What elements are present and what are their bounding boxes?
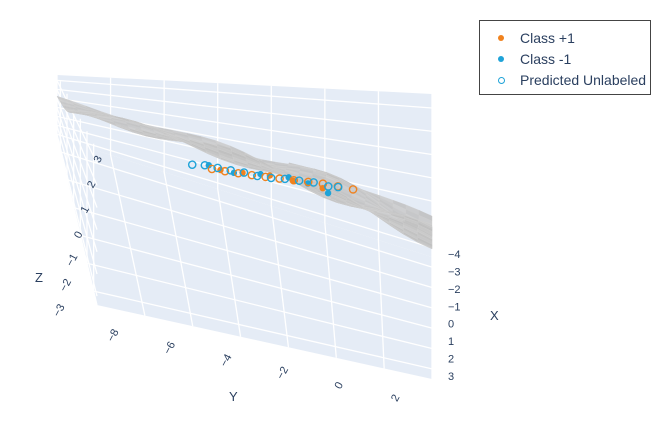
y-tick-label: −8 — [105, 327, 121, 344]
x-axis-title: X — [490, 308, 499, 323]
floor-gridline-x — [324, 222, 337, 358]
y-tick-label: 0 — [333, 380, 346, 391]
legend-item-class-neg[interactable]: Class -1 — [480, 49, 650, 69]
back-gridline-z — [56, 88, 433, 132]
z-axis-title: Z — [35, 270, 43, 285]
point-predicted-unlabeled — [275, 174, 284, 183]
floor-gridline-x — [109, 154, 146, 316]
point-predicted-unlabeled — [289, 175, 299, 185]
z-tick-label: 3 — [92, 154, 105, 165]
floor-gridline-x — [377, 239, 385, 369]
legend-label-predicted-unlabeled: Predicted Unlabeled — [520, 72, 647, 88]
floor-gridline-y — [80, 234, 433, 329]
surface-cell — [417, 226, 433, 238]
back-gridline-z — [56, 79, 433, 109]
floor-gridline-x — [217, 188, 242, 337]
point-predicted-unlabeled — [348, 185, 358, 194]
left-gridline-z — [56, 98, 98, 208]
legend-label-class-pos: Class +1 — [520, 30, 575, 46]
x-tick-label: 0 — [448, 319, 454, 331]
x-tick-label: −2 — [448, 284, 461, 296]
z-tick-label: 2 — [85, 179, 98, 190]
point-predicted-unlabeled — [213, 163, 222, 173]
point-predicted-unlabeled — [280, 174, 290, 184]
point-predicted-unlabeled — [253, 171, 262, 181]
x-tick-label: 3 — [448, 371, 454, 383]
left-gridline-z — [56, 134, 98, 297]
point-predicted-unlabeled — [247, 170, 257, 180]
left-gridline-z — [56, 116, 98, 253]
decision-surface — [56, 95, 433, 250]
floor-pane — [57, 138, 432, 379]
floor-gridline-x — [163, 171, 194, 327]
point-predicted-unlabeled — [187, 160, 197, 169]
scene-3d[interactable]: −4 −3 −2 −1 0 1 2 3 −8 −6 −4 −2 0 2 −3 −2 −1 0 1 2 3 — [51, 75, 461, 404]
y-tick-label: −2 — [275, 365, 291, 382]
back-gridline-z — [56, 97, 433, 156]
y-tick-label: −4 — [218, 352, 234, 369]
legend: Class +1 Class -1 Predicted Unlabeled — [479, 20, 651, 95]
z-tick-label: 0 — [72, 229, 85, 240]
legend-item-class-pos[interactable]: Class +1 — [480, 28, 650, 48]
tick-labels: −4 −3 −2 −1 0 1 2 3 −8 −6 −4 −2 0 2 −3 −2 −1 0 1 2 3 — [51, 154, 460, 404]
point-predicted-unlabeled — [233, 168, 243, 178]
legend-marker-predicted-unlabeled — [496, 75, 506, 85]
point-class-neg — [324, 189, 332, 197]
floor-gridline-y — [86, 262, 433, 350]
point-predicted-unlabeled — [266, 173, 276, 183]
floor-gridline-y — [66, 179, 433, 289]
x-tick-label: 2 — [448, 354, 454, 366]
x-tick-label: −4 — [448, 249, 461, 261]
floor-gridline-y — [73, 206, 433, 309]
y-tick-label: −6 — [162, 340, 178, 357]
point-predicted-unlabeled — [294, 176, 304, 185]
point-predicted-unlabeled — [261, 172, 270, 182]
z-tick-label: −2 — [58, 277, 74, 294]
z-tick-label: −1 — [64, 252, 80, 269]
legend-marker-class-neg — [496, 54, 506, 64]
left-gridline-z — [56, 80, 98, 164]
point-predicted-unlabeled — [200, 160, 210, 170]
floor-gridline-x — [56, 137, 98, 306]
x-tick-label: 1 — [448, 336, 454, 348]
point-predicted-unlabeled — [303, 177, 313, 187]
point-predicted-unlabeled — [239, 168, 249, 177]
point-predicted-unlabeled — [220, 166, 230, 176]
point-predicted-unlabeled — [333, 182, 343, 192]
point-predicted-unlabeled — [309, 178, 318, 187]
point-predicted-unlabeled — [226, 166, 236, 175]
y-tick-label: 2 — [389, 393, 402, 404]
x-tick-label: −3 — [448, 266, 461, 278]
floor-gridline-y — [93, 290, 433, 370]
z-tick-label: 1 — [79, 204, 92, 215]
legend-label-class-neg: Class -1 — [520, 51, 572, 67]
floor-gridline-x — [270, 205, 290, 348]
point-predicted-unlabeled — [207, 164, 217, 174]
y-axis-title: Y — [229, 389, 238, 404]
point-predicted-unlabeled — [323, 182, 333, 191]
floor-gridline-y — [60, 151, 433, 268]
x-tick-label: −1 — [448, 301, 461, 313]
legend-item-predicted-unlabeled[interactable]: Predicted Unlabeled — [480, 70, 650, 90]
data-points — [187, 160, 358, 197]
left-gridline-z — [56, 125, 98, 275]
legend-marker-class-pos — [496, 33, 506, 43]
back-gridline-z — [56, 133, 433, 249]
z-tick-label: −3 — [51, 302, 67, 319]
